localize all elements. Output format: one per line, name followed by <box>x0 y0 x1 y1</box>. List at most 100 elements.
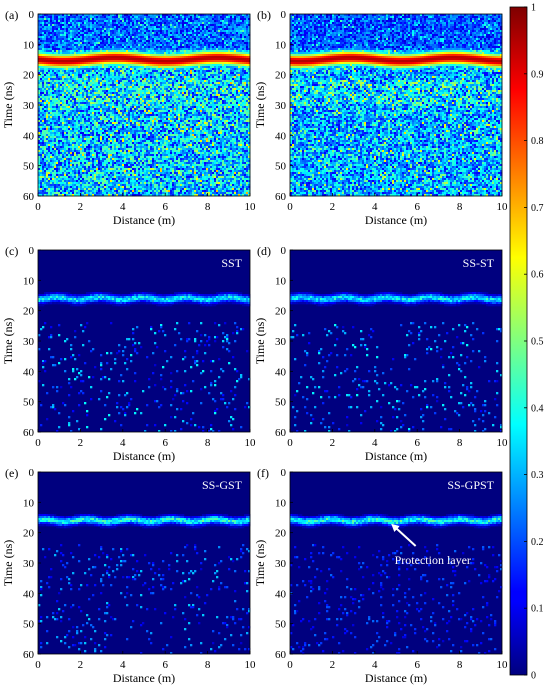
heatmap-cell <box>54 60 57 63</box>
heatmap-cell <box>100 22 103 25</box>
heatmap-cell <box>68 140 71 143</box>
heatmap-cell <box>58 84 61 87</box>
heatmap-cell <box>100 18 103 21</box>
heatmap-cell <box>60 20 63 23</box>
heatmap-cell <box>90 110 93 113</box>
heatmap-cell <box>58 194 61 197</box>
heatmap-cell <box>114 38 117 41</box>
heatmap-cell <box>90 58 93 61</box>
heatmap-cell <box>46 146 49 149</box>
heatmap-cell <box>56 76 59 79</box>
heatmap-cell <box>90 176 93 179</box>
heatmap-cell <box>46 76 49 79</box>
heatmap-cell <box>126 70 129 73</box>
heatmap-cell <box>68 98 71 101</box>
heatmap-cell <box>44 20 47 23</box>
heatmap-cell <box>44 186 47 189</box>
heatmap-cell <box>74 80 77 83</box>
heatmap-cell <box>62 152 65 155</box>
heatmap-cell <box>42 186 45 189</box>
heatmap-cell <box>102 124 105 127</box>
heatmap-cell <box>84 20 87 23</box>
heatmap-cell <box>100 98 103 101</box>
heatmap-cell <box>48 16 51 19</box>
heatmap-cell <box>144 28 147 31</box>
heatmap-cell <box>124 94 127 97</box>
heatmap-cell <box>54 192 57 195</box>
heatmap-cell <box>138 26 141 29</box>
heatmap-cell <box>72 86 75 89</box>
heatmap-cell <box>138 76 141 79</box>
heatmap-cell <box>92 134 95 137</box>
heatmap-cell <box>66 46 69 49</box>
heatmap-cell <box>38 128 41 131</box>
heatmap-cell <box>128 24 131 27</box>
heatmap-cell <box>74 64 77 67</box>
heatmap-cell <box>128 18 131 21</box>
heatmap-cell <box>108 38 111 41</box>
heatmap-cell <box>64 56 67 59</box>
heatmap-cell <box>118 90 121 93</box>
heatmap-cell <box>80 28 83 31</box>
heatmap-cell <box>64 82 67 85</box>
heatmap-cell <box>118 182 121 185</box>
heatmap-cell <box>88 72 91 75</box>
heatmap-cell <box>76 138 79 141</box>
heatmap-cell <box>94 36 97 39</box>
heatmap-cell <box>106 114 109 117</box>
heatmap-cell <box>106 24 109 27</box>
heatmap-cell <box>40 82 43 85</box>
heatmap-cell <box>80 94 83 97</box>
heatmap-cell <box>82 30 85 33</box>
heatmap-cell <box>128 136 131 139</box>
heatmap-cell <box>56 158 59 161</box>
heatmap-cell <box>142 34 145 37</box>
heatmap-cell <box>130 50 133 53</box>
heatmap-cell <box>52 52 55 55</box>
heatmap-cell <box>50 18 53 21</box>
heatmap-cell <box>102 146 105 149</box>
heatmap-cell <box>40 46 43 49</box>
heatmap-cell <box>142 52 145 55</box>
heatmap-cell <box>120 70 123 73</box>
heatmap-cell <box>84 34 87 37</box>
heatmap-cell <box>94 162 97 165</box>
heatmap-cell <box>112 72 115 75</box>
heatmap-cell <box>98 156 101 159</box>
heatmap-cell <box>82 144 85 147</box>
heatmap-cell <box>126 156 129 159</box>
heatmap-cell <box>82 152 85 155</box>
heatmap-cell <box>104 42 107 45</box>
heatmap-cell <box>78 80 81 83</box>
heatmap-cell <box>118 58 121 61</box>
heatmap-cell <box>38 108 41 111</box>
heatmap-cell <box>62 150 65 153</box>
heatmap-cell <box>52 146 55 149</box>
heatmap-cell <box>48 156 51 159</box>
heatmap-cell <box>58 162 61 165</box>
heatmap-cell <box>120 102 123 105</box>
heatmap-cell <box>100 138 103 141</box>
heatmap-cell <box>56 16 59 19</box>
heatmap-cell <box>66 162 69 165</box>
heatmap-cell <box>100 20 103 23</box>
heatmap-cell <box>58 192 61 195</box>
heatmap-cell <box>94 178 97 181</box>
heatmap-cell <box>62 44 65 47</box>
heatmap-cell <box>50 186 53 189</box>
heatmap-cell <box>134 100 137 103</box>
heatmap-cell <box>138 162 141 165</box>
heatmap-cell <box>82 134 85 137</box>
heatmap-cell <box>126 104 129 107</box>
heatmap-cell <box>110 32 113 35</box>
heatmap-cell <box>72 144 75 147</box>
heatmap-cell <box>78 162 81 165</box>
heatmap-cell <box>84 94 87 97</box>
heatmap-cell <box>76 28 79 31</box>
heatmap-cell <box>144 66 147 69</box>
heatmap-cell <box>80 132 83 135</box>
heatmap-cell <box>114 74 117 77</box>
heatmap-cell <box>64 154 67 157</box>
heatmap-cell <box>108 52 111 55</box>
heatmap-cell <box>40 38 43 41</box>
